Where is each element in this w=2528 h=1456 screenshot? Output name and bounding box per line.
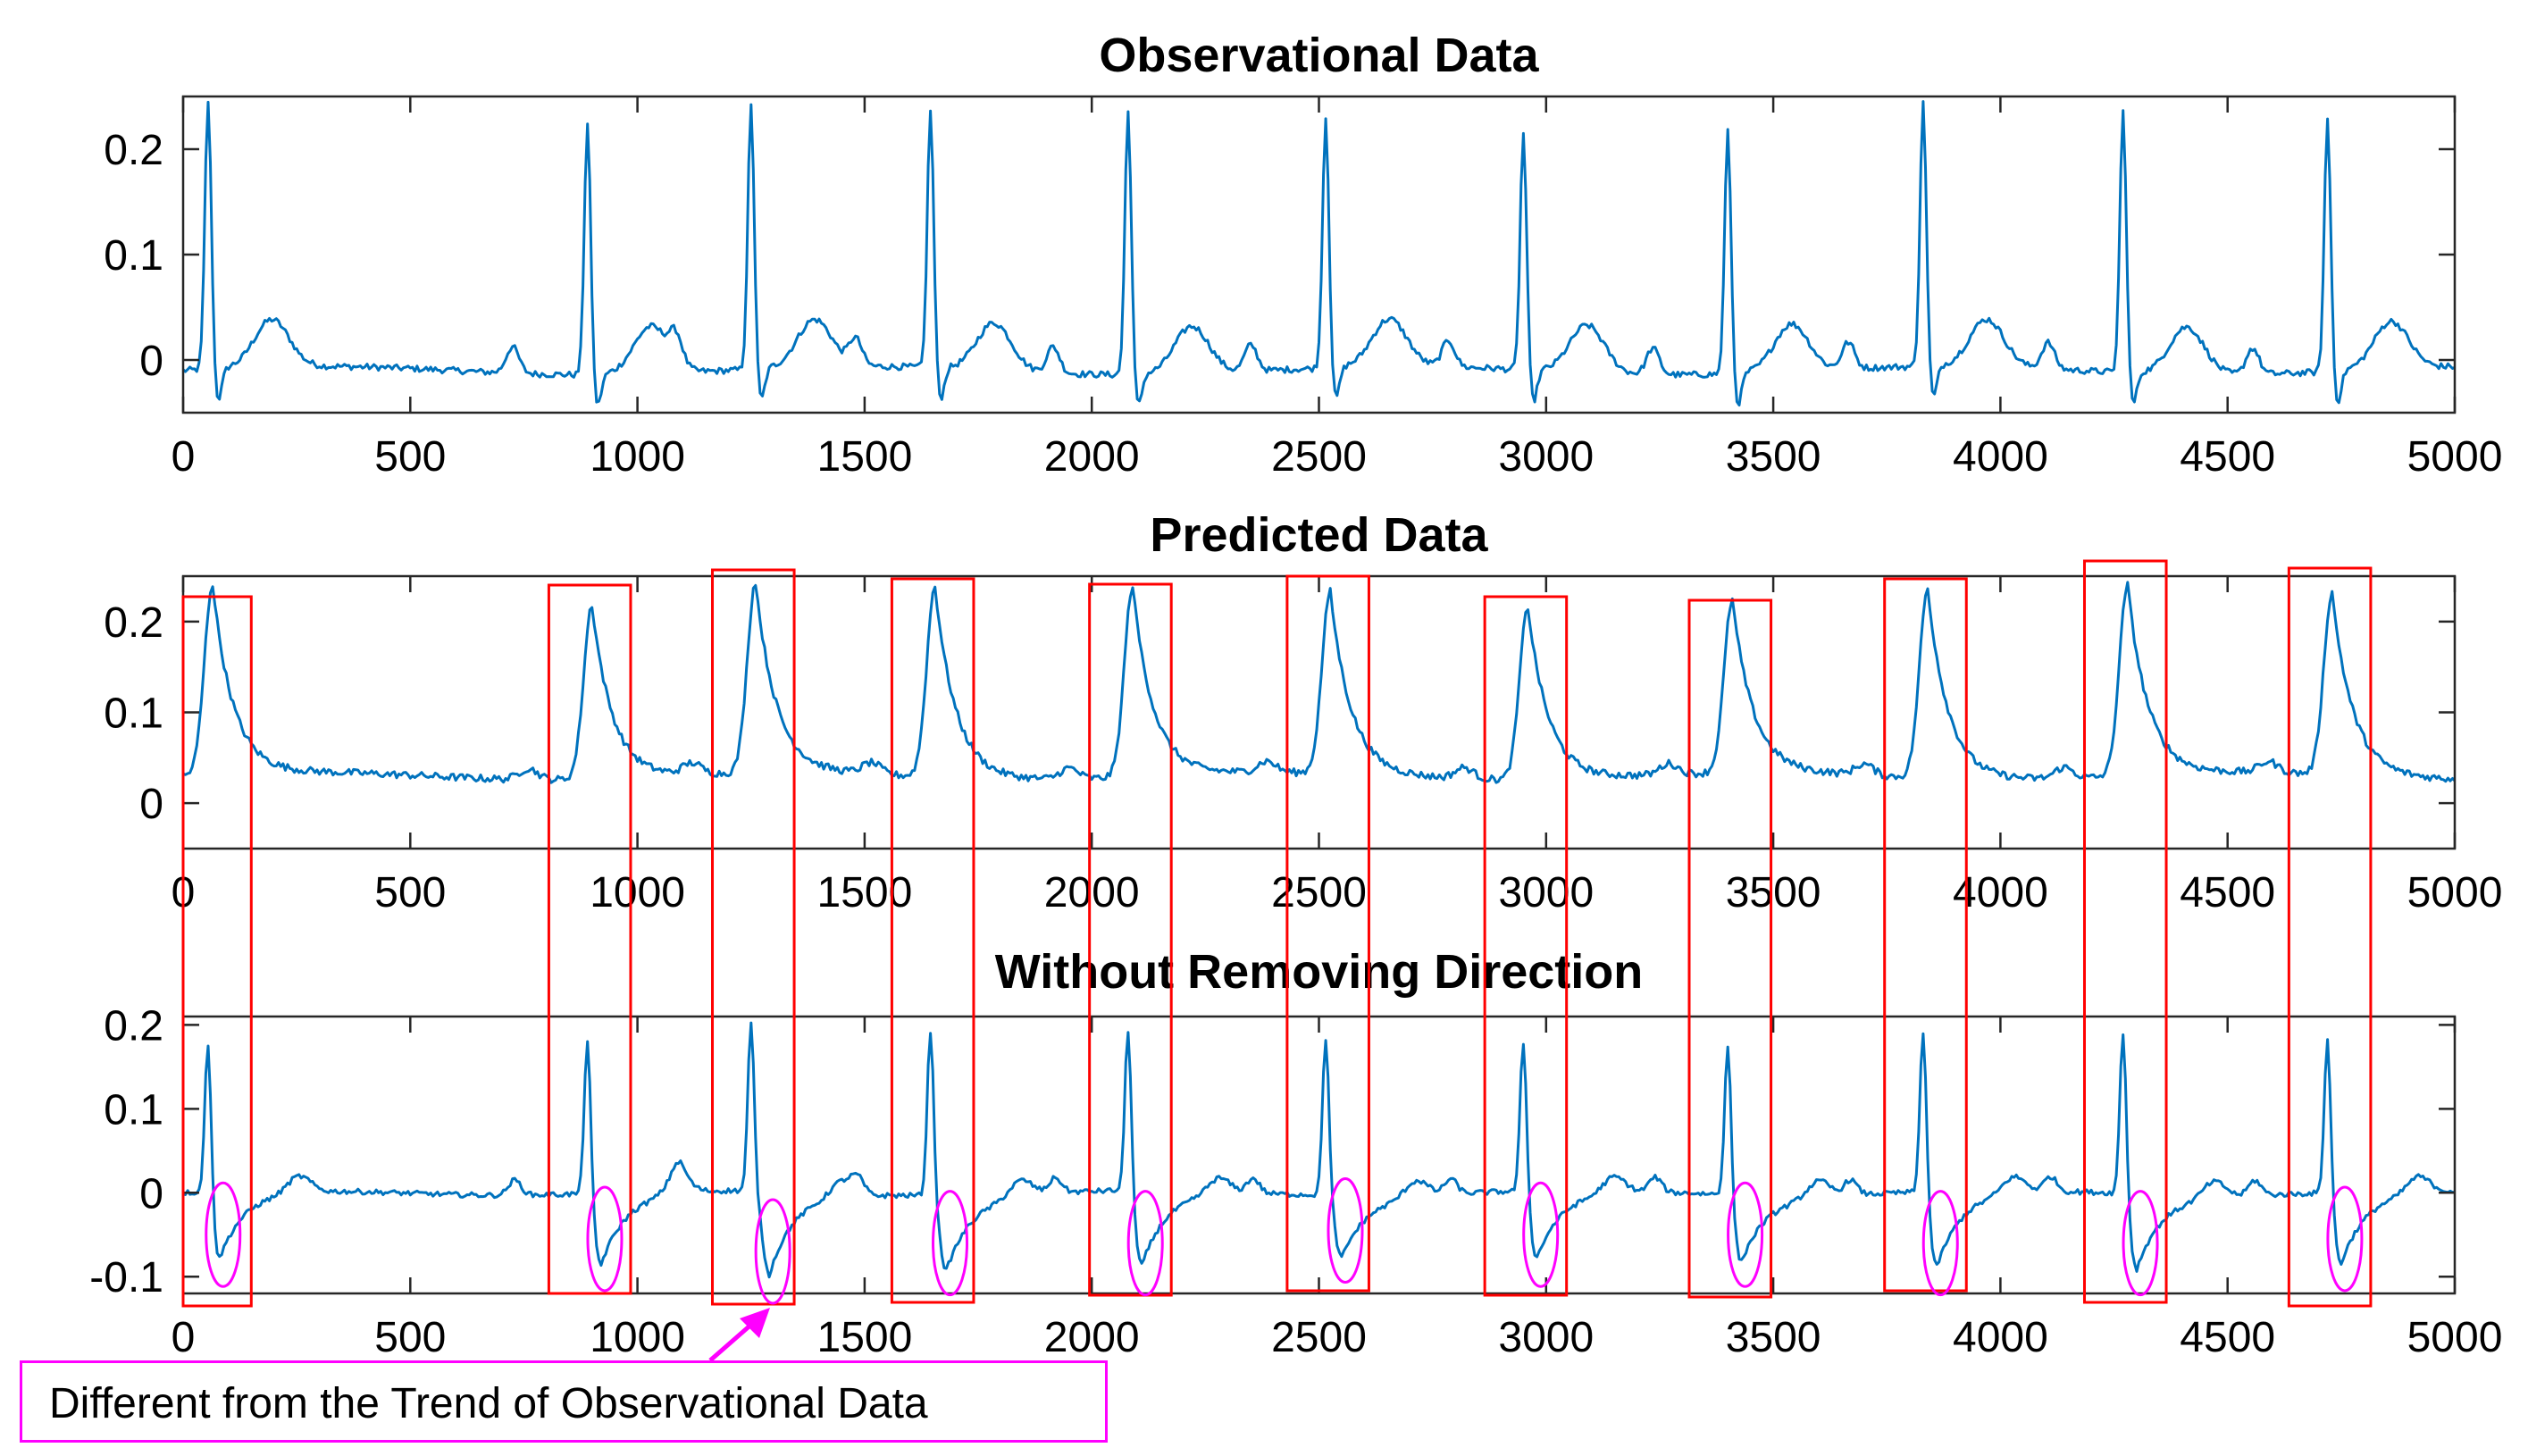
x-tick-label: 1000 [590, 869, 685, 916]
callout-text: Different from the Trend of Observationa… [49, 1380, 928, 1427]
y-tick-label: 0.2 [104, 127, 163, 174]
trough-ellipse [1522, 1181, 1560, 1288]
panel-title: Without Removing Direction [995, 945, 1644, 999]
y-tick-label: -0.1 [89, 1254, 163, 1301]
trough-ellipse [754, 1198, 791, 1305]
highlight-box [2082, 559, 2168, 1304]
trough-ellipse [205, 1181, 242, 1288]
x-tick-label: 4000 [1953, 1314, 2048, 1361]
y-tick-label: 0.1 [104, 690, 163, 738]
x-tick-label: 3500 [1726, 1314, 1821, 1361]
panel-1: Observational Data 0 500 1000 1500 2000 2500 30… [104, 29, 2502, 481]
trough-ellipse [2326, 1185, 2364, 1293]
highlight-box [890, 577, 975, 1304]
highlight-box [181, 595, 253, 1308]
x-tick-label: 0 [172, 1314, 196, 1361]
x-tick-label: 3000 [1498, 869, 1594, 916]
y-tick-label: 0.2 [104, 1002, 163, 1050]
x-tick-label: 0 [172, 433, 196, 481]
panel-2: Predicted Data 0 500 1000 1500 2000 2500 3000 35… [104, 508, 2502, 916]
x-tick-label: 2500 [1271, 1314, 1367, 1361]
trough-ellipse [1126, 1190, 1164, 1297]
highlight-box [2287, 566, 2373, 1308]
x-tick-label: 4000 [1953, 869, 2048, 916]
x-tick-label: 5000 [2407, 869, 2503, 916]
x-tick-label: 1500 [817, 869, 913, 916]
y-tick-label: 0.2 [104, 599, 163, 647]
x-tick-label: 4500 [2180, 433, 2275, 481]
highlight-box [711, 568, 796, 1306]
panels: Observational Data 0 500 1000 1500 2000 2500 30… [89, 29, 2502, 1361]
x-tick-label: 3000 [1498, 1314, 1594, 1361]
plot-area [183, 96, 2455, 413]
x-tick-label: 1500 [817, 433, 913, 481]
x-tick-label: 3500 [1726, 869, 1821, 916]
x-tick-label: 4000 [1953, 433, 2048, 481]
x-tick-label: 1000 [590, 1314, 685, 1361]
y-tick-label: 0 [139, 781, 163, 828]
x-tick-label: 1000 [590, 433, 685, 481]
x-tick-label: 500 [374, 869, 446, 916]
series-line [182, 1021, 2456, 1279]
x-tick-label: 2000 [1044, 869, 1140, 916]
x-tick-label: 1500 [817, 1314, 913, 1361]
annotation-overlay [181, 559, 2373, 1362]
series-line [182, 581, 2457, 784]
x-tick-label: 2500 [1271, 869, 1367, 916]
x-tick-label: 500 [374, 1314, 446, 1361]
trough-ellipse [1727, 1181, 1764, 1288]
x-tick-label: 4500 [2180, 1314, 2275, 1361]
highlight-box [1088, 582, 1173, 1297]
trough-ellipse [586, 1185, 624, 1293]
x-tick-label: 2000 [1044, 433, 1140, 481]
y-tick-label: 0.1 [104, 1086, 163, 1134]
highlight-box [1285, 574, 1370, 1293]
y-tick-label: 0.1 [104, 232, 163, 280]
x-tick-label: 5000 [2407, 433, 2503, 481]
x-tick-label: 5000 [2407, 1314, 2503, 1361]
x-tick-label: 2500 [1271, 433, 1367, 481]
panel-title: Observational Data [1099, 29, 1539, 82]
x-tick-label: 2000 [1044, 1314, 1140, 1361]
highlight-box [1687, 598, 1773, 1299]
y-tick-label: 0 [139, 1170, 163, 1218]
y-tick-label: 0 [139, 338, 163, 385]
x-tick-label: 4500 [2180, 869, 2275, 916]
callout-arrow-head [740, 1308, 770, 1338]
trough-ellipse [1327, 1177, 1364, 1284]
highlight-box [1483, 595, 1569, 1297]
callout-box: Different from the Trend of Observationa… [20, 1360, 1108, 1443]
panel-title: Predicted Data [1150, 508, 1488, 562]
x-tick-label: 500 [374, 433, 446, 481]
highlight-box [547, 583, 632, 1295]
trough-ellipse [1921, 1190, 1959, 1297]
highlight-box [1883, 577, 1968, 1293]
trough-ellipse [932, 1190, 969, 1297]
x-tick-label: 3000 [1498, 433, 1594, 481]
series-line [181, 100, 2456, 407]
x-tick-label: 3500 [1726, 433, 1821, 481]
panel-3: Without Removing Direction 0 500 1000 1500 20… [89, 945, 2502, 1361]
trough-ellipse [2122, 1190, 2159, 1297]
